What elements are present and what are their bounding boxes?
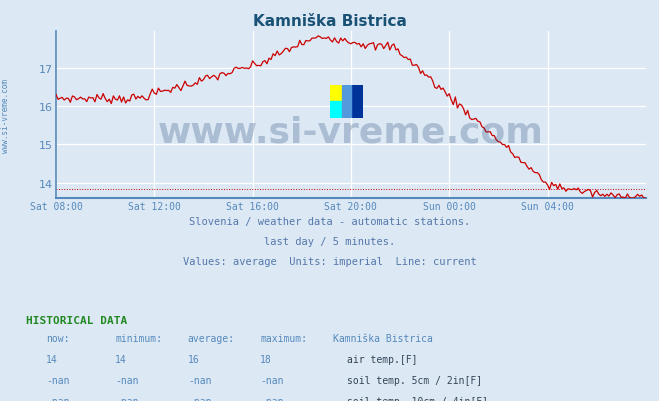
Text: -nan: -nan [188,396,212,401]
Text: soil temp. 10cm / 4in[F]: soil temp. 10cm / 4in[F] [347,396,488,401]
Text: -nan: -nan [46,396,70,401]
Text: maximum:: maximum: [260,334,307,344]
Text: soil temp. 5cm / 2in[F]: soil temp. 5cm / 2in[F] [347,375,482,385]
Text: Kamniška Bistrica: Kamniška Bistrica [252,14,407,29]
Text: 14: 14 [115,354,127,365]
Text: Kamniška Bistrica: Kamniška Bistrica [333,334,433,344]
Text: Values: average  Units: imperial  Line: current: Values: average Units: imperial Line: cu… [183,257,476,267]
Text: -nan: -nan [188,375,212,385]
Text: minimum:: minimum: [115,334,162,344]
Text: www.si-vreme.com: www.si-vreme.com [158,115,544,149]
Text: Slovenia / weather data - automatic stations.: Slovenia / weather data - automatic stat… [189,217,470,227]
Text: -nan: -nan [46,375,70,385]
Text: -nan: -nan [260,375,284,385]
Bar [330,85,347,102]
Text: average:: average: [188,334,235,344]
Text: 18: 18 [260,354,272,365]
Text: www.si-vreme.com: www.si-vreme.com [1,78,10,152]
Text: last day / 5 minutes.: last day / 5 minutes. [264,237,395,247]
Text: -nan: -nan [115,396,139,401]
Polygon shape [341,85,351,119]
Bar [347,85,362,119]
Text: air temp.[F]: air temp.[F] [347,354,417,365]
Text: 14: 14 [46,354,58,365]
Text: 16: 16 [188,354,200,365]
Text: HISTORICAL DATA: HISTORICAL DATA [26,315,128,325]
Text: now:: now: [46,334,70,344]
Text: -nan: -nan [260,396,284,401]
Bar [330,102,347,119]
Text: -nan: -nan [115,375,139,385]
